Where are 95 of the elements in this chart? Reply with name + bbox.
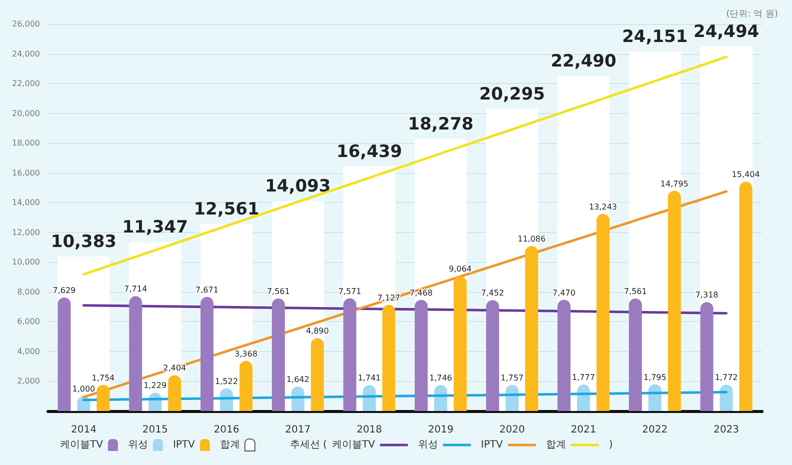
- data-label: 7,571: [338, 286, 362, 296]
- legend-label: IPTV: [480, 440, 503, 450]
- legend-label: 합계: [546, 440, 566, 450]
- bar: [720, 384, 733, 411]
- data-label: 14,795: [660, 179, 688, 188]
- data-label: 7,714: [124, 284, 148, 294]
- x-tick-label: 2023: [714, 424, 740, 436]
- data-label: 10,383: [50, 232, 117, 252]
- data-label: 7,470: [552, 288, 576, 298]
- data-label: 1,777: [572, 373, 595, 382]
- legend-label: 케이블TV: [332, 440, 376, 450]
- bar: [739, 182, 752, 411]
- legend-label: 케이블TV: [60, 440, 104, 450]
- bar: [129, 296, 142, 411]
- data-label: 4,890: [306, 326, 329, 336]
- data-label: 24,494: [693, 22, 760, 42]
- bar: [200, 296, 214, 411]
- data-label: 15,404: [732, 170, 760, 180]
- bar: [648, 384, 662, 411]
- bar: [668, 190, 681, 411]
- bar: [343, 298, 356, 411]
- x-tick-label: 2020: [499, 424, 525, 436]
- data-label: 7,561: [624, 286, 647, 296]
- data-label: 16,439: [336, 142, 402, 162]
- y-tick-label: 22,000: [12, 79, 40, 88]
- bar: [434, 385, 448, 411]
- x-tick-label: 2019: [428, 424, 454, 436]
- x-tick-label: 2018: [356, 424, 382, 436]
- y-tick-label: 14,000: [12, 198, 40, 208]
- data-label: 13,243: [589, 202, 617, 212]
- data-label: 14,093: [265, 176, 331, 197]
- y-tick-label: 24,000: [12, 49, 40, 58]
- bar: [596, 214, 610, 411]
- bar: [272, 298, 285, 411]
- data-label: 1,757: [500, 373, 524, 382]
- data-label: 18,278: [408, 114, 474, 134]
- text: 추세선 (: [290, 440, 328, 450]
- legend-label: 합계: [220, 440, 240, 450]
- y-tick-label: 26,000: [12, 20, 40, 28]
- legend-label: 위성: [128, 440, 148, 450]
- bar: [700, 302, 714, 411]
- x-tick-label: 2021: [570, 424, 596, 436]
- data-label: 1,795: [643, 372, 666, 382]
- data-label: 7,671: [196, 285, 218, 294]
- data-label: 7,629: [52, 286, 76, 295]
- text: (단위: 억 원): [726, 10, 778, 20]
- y-tick-label: 10,000: [12, 258, 40, 267]
- data-label: 7,452: [481, 288, 504, 298]
- bar: [486, 300, 500, 411]
- bar: [58, 297, 71, 411]
- x-tick-label: 2014: [70, 424, 96, 436]
- bar: [628, 298, 642, 411]
- bar: [414, 300, 428, 411]
- data-label: 7,561: [266, 286, 290, 296]
- data-label: 1,522: [215, 376, 238, 386]
- y-tick-label: 2,000: [17, 376, 40, 386]
- data-label: 24,151: [622, 27, 688, 48]
- legend-label: 위성: [418, 440, 438, 450]
- data-label: 3,368: [234, 349, 258, 358]
- data-label: 20,295: [479, 84, 545, 104]
- y-tick-label: 4,000: [17, 346, 40, 356]
- bar: [454, 276, 467, 411]
- data-label: 7,318: [695, 290, 718, 300]
- data-label: 11,347: [122, 218, 188, 238]
- data-label: 9,064: [448, 264, 472, 274]
- bar: [240, 360, 252, 411]
- x-tick-label: 2017: [285, 424, 311, 436]
- x-tick-label: 2016: [214, 424, 240, 436]
- data-label: 1,642: [286, 375, 310, 384]
- data-label: 1,229: [144, 381, 167, 390]
- y-tick-label: 12,000: [12, 228, 40, 237]
- data-label: 7,468: [410, 288, 433, 298]
- data-label: 1,772: [714, 373, 738, 382]
- legend-label: IPTV: [172, 440, 196, 450]
- bar: [168, 375, 182, 411]
- data-label: 22,490: [550, 52, 616, 72]
- x-tick-label: 2015: [142, 424, 168, 436]
- data-label: 1,746: [429, 374, 452, 383]
- data-label: 12,561: [194, 200, 260, 220]
- text: ): [608, 440, 613, 450]
- data-label: 1,754: [92, 373, 115, 382]
- y-tick-label: 20,000: [12, 108, 40, 118]
- y-tick-label: 18,000: [12, 138, 40, 148]
- data-label: 11,086: [518, 234, 546, 244]
- data-label: 1,000: [72, 384, 96, 394]
- bar: [525, 246, 538, 411]
- bar: [96, 384, 110, 411]
- y-tick-label: 16,000: [12, 168, 40, 178]
- y-tick-label: 8,000: [17, 287, 40, 296]
- bar: [310, 338, 324, 411]
- bar: [558, 300, 570, 411]
- data-label: 1,741: [358, 374, 381, 383]
- x-tick-label: 2022: [642, 424, 668, 436]
- y-tick-label: 6,000: [17, 317, 40, 326]
- bar: [382, 304, 396, 411]
